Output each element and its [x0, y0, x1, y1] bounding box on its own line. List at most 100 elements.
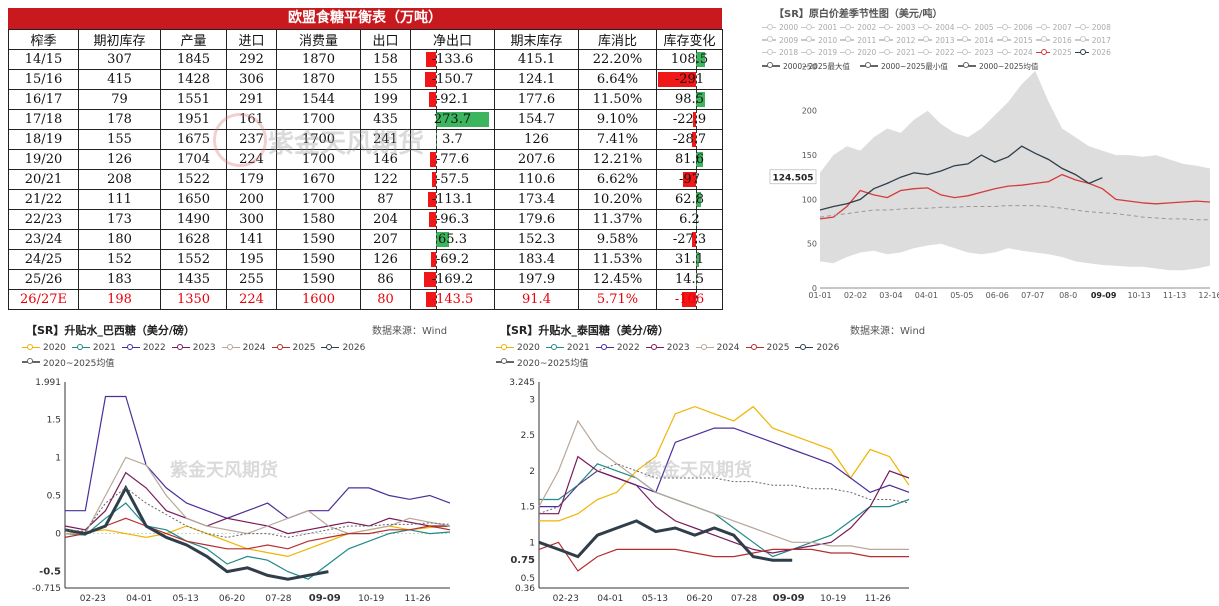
legend-item[interactable]: 2011 [840, 35, 876, 46]
legend-label: 2023 [192, 342, 216, 353]
legend-item[interactable]: 2022 [595, 341, 640, 354]
legend-marker-icon [879, 48, 894, 58]
table-title: 欧盟食糖平衡表（万吨） [8, 8, 722, 29]
eu-sugar-balance-table: 榨季 期初库存 产量 进口 消费量 出口 净出口 期末库存 库消比 库存变化 14/15 307 18… [8, 29, 723, 310]
legend-item[interactable]: 2021 [879, 47, 915, 58]
legend-item[interactable]: 2025 [271, 341, 315, 354]
legend-item[interactable]: 2005 [957, 22, 994, 33]
legend-item[interactable]: 2024 [695, 341, 740, 354]
legend-marker-icon [957, 61, 976, 71]
legend-item[interactable]: 2009 [762, 35, 798, 46]
legend-item[interactable]: 2026 [321, 341, 365, 354]
table-cell-opening: 173 [78, 209, 161, 230]
table-cell-opening: 208 [78, 169, 161, 190]
x-tick-label: 02-23 [553, 594, 579, 604]
legend-item[interactable]: 2020 [22, 341, 66, 354]
stock-change-bar [692, 132, 696, 147]
legend-item[interactable]: 2026 [795, 341, 839, 354]
table-cell-imports: 195 [226, 249, 277, 270]
legend-marker-icon [996, 48, 1011, 58]
legend-item[interactable]: 2000~2025最小值 [859, 60, 948, 73]
legend-item[interactable]: 2014 [957, 35, 994, 46]
legend-label: 2017 [1091, 35, 1111, 45]
legend-item[interactable]: 2008 [1074, 22, 1111, 33]
legend-item[interactable]: 2002 [840, 22, 876, 33]
legend-item[interactable]: 2007 [1035, 22, 1072, 33]
legend-item[interactable]: 2012 [879, 35, 915, 46]
legend-item[interactable]: 2025 [745, 341, 789, 354]
table-cell-net-exports: -57.5 [410, 169, 495, 190]
thailand-premium-chart-panel: 【SR】升贴水_泰国糖（美分/磅） 数据来源：Wind 2020 2021 2022… [494, 318, 925, 606]
table-cell-exports: 158 [360, 49, 411, 70]
table-cell-season: 14/15 [8, 49, 79, 70]
legend-marker-icon [801, 35, 816, 45]
legend-label: 2021 [896, 48, 916, 57]
legend-item[interactable]: 2024 [996, 47, 1033, 58]
legend-item[interactable]: 2024 [221, 341, 266, 354]
legend-item[interactable]: 2018 [762, 47, 798, 58]
legend-item[interactable]: 2020 [496, 341, 540, 354]
watermark-logo [213, 113, 267, 167]
legend-item[interactable]: 2023 [957, 47, 994, 58]
x-tick-label: 10-19 [820, 594, 846, 604]
legend-item[interactable]: 2021 [545, 341, 590, 354]
zero-axis-line [435, 210, 437, 229]
y-tick-label: -0.5 [39, 567, 61, 578]
legend-item[interactable]: 2001 [801, 22, 837, 33]
legend-item[interactable]: 2025 [1035, 47, 1072, 58]
legend-item[interactable]: 2015 [996, 35, 1033, 46]
table-cell-season: 17/18 [8, 109, 79, 130]
zero-axis-line [435, 110, 437, 129]
table-cell-change: -106 [656, 289, 723, 310]
legend-item[interactable]: 2003 [879, 22, 915, 33]
legend-label: 2022 [935, 48, 955, 57]
legend-item[interactable]: 2022 [121, 341, 166, 354]
chart-legend: 2020 2021 2022 2023 2024 2025 2026 2020~2025均值 [22, 341, 452, 370]
table-cell-consumption: 1590 [276, 229, 361, 250]
y-tick-label: 150 [802, 151, 817, 160]
cell-value: -106 [674, 292, 705, 307]
x-tick-label: 01-01 [808, 291, 831, 300]
legend-label: 2000~2025均值 [978, 61, 1039, 71]
legend-label: 2018 [779, 48, 799, 57]
legend-item[interactable]: 2000~2025最大值 [762, 60, 850, 73]
legend-item[interactable]: 2000~2025均值 [957, 60, 1039, 73]
y-tick-label: 3.245 [509, 378, 535, 388]
x-tick-label: 10-19 [358, 594, 384, 604]
table-cell-net-exports: -143.5 [410, 289, 495, 310]
legend-item[interactable]: 2016 [1035, 35, 1072, 46]
zero-axis-line [435, 150, 437, 169]
x-tick-label: 09-09 [309, 593, 341, 604]
table-cell-closing: 154.7 [494, 109, 579, 130]
x-tick-label: 08-0 [1059, 291, 1077, 300]
table-cell-season: 19/20 [8, 149, 79, 170]
cell-value: -57.5 [435, 172, 470, 187]
legend-item[interactable]: 2013 [918, 35, 954, 46]
eu-sugar-balance-table-panel: 欧盟食糖平衡表（万吨） 榨季 期初库存 产量 进口 消费量 出口 净出口 期末库存 库消比 库存变… [8, 8, 723, 310]
legend-item[interactable]: 2020~2025均值 [22, 356, 114, 369]
legend-item[interactable]: 2006 [996, 22, 1033, 33]
legend-item[interactable]: 2019 [801, 47, 837, 58]
legend-item[interactable]: 2017 [1074, 35, 1111, 46]
zero-axis-line [435, 70, 437, 89]
legend-item[interactable]: 2023 [645, 341, 690, 354]
legend-item[interactable]: 2020 [840, 47, 876, 58]
legend-item[interactable]: 2021 [71, 341, 116, 354]
table-cell-consumption: 1700 [276, 149, 361, 170]
x-tick-label: 07-28 [731, 594, 757, 604]
legend-item[interactable]: 2020~2025均值 [496, 356, 588, 369]
cell-value: 31.1 [675, 252, 704, 267]
legend-item[interactable]: 2000 [762, 22, 798, 33]
table-row: 20/21 208 1522 179 1670 122 -57.5 110.6 6.62% -97 [8, 169, 723, 190]
legend-item[interactable]: 2026 [1074, 47, 1111, 58]
legend-item[interactable]: 2010 [801, 35, 837, 46]
table-cell-exports: 204 [360, 209, 411, 230]
table-cell-change: -97 [656, 169, 723, 190]
legend-marker-icon [762, 35, 776, 45]
table-cell-net-exports: -69.2 [410, 249, 495, 270]
legend-item[interactable]: 2022 [918, 47, 954, 58]
legend-item[interactable]: 2023 [171, 341, 216, 354]
chart-title: 【SR】升贴水_巴西糖（美分/磅） [26, 324, 195, 337]
legend-item[interactable]: 2004 [918, 22, 954, 33]
legend-label: 2022 [616, 342, 640, 353]
